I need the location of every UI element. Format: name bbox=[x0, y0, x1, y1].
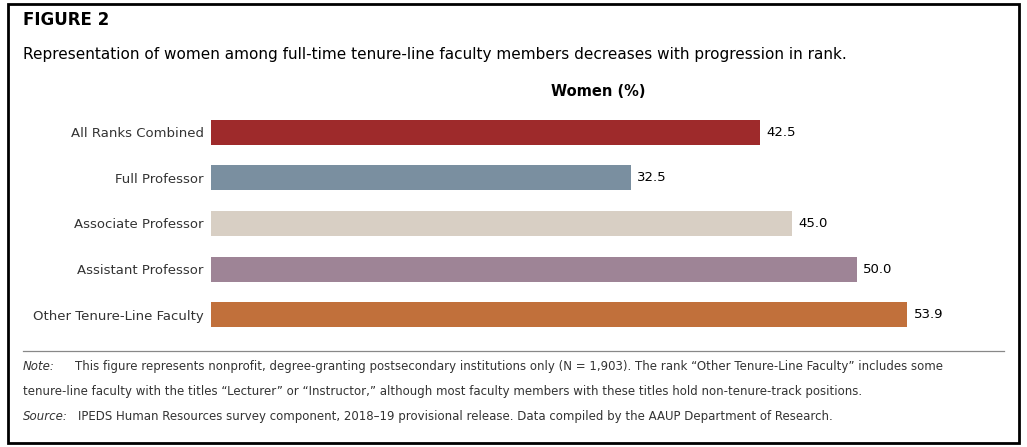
Bar bbox=[211, 257, 857, 282]
Text: 45.0: 45.0 bbox=[799, 217, 828, 230]
Bar bbox=[211, 211, 792, 236]
Text: 53.9: 53.9 bbox=[914, 308, 943, 321]
Bar bbox=[211, 302, 907, 327]
Text: IPEDS Human Resources survey component, 2018–19 provisional release. Data compil: IPEDS Human Resources survey component, … bbox=[78, 410, 833, 423]
Text: 42.5: 42.5 bbox=[766, 126, 796, 139]
Text: Representation of women among full-time tenure-line faculty members decreases wi: Representation of women among full-time … bbox=[23, 47, 846, 62]
Text: 50.0: 50.0 bbox=[863, 262, 892, 276]
Bar bbox=[211, 165, 631, 190]
Text: Note:: Note: bbox=[23, 360, 54, 373]
Bar bbox=[211, 120, 760, 145]
Text: FIGURE 2: FIGURE 2 bbox=[23, 11, 109, 29]
Title: Women (%): Women (%) bbox=[550, 84, 646, 99]
Text: Source:: Source: bbox=[23, 410, 68, 423]
Text: 32.5: 32.5 bbox=[637, 171, 667, 185]
Text: This figure represents nonprofit, degree-granting postsecondary institutions onl: This figure represents nonprofit, degree… bbox=[75, 360, 943, 373]
Text: tenure-line faculty with the titles “Lecturer” or “Instructor,” although most fa: tenure-line faculty with the titles “Lec… bbox=[23, 385, 862, 398]
